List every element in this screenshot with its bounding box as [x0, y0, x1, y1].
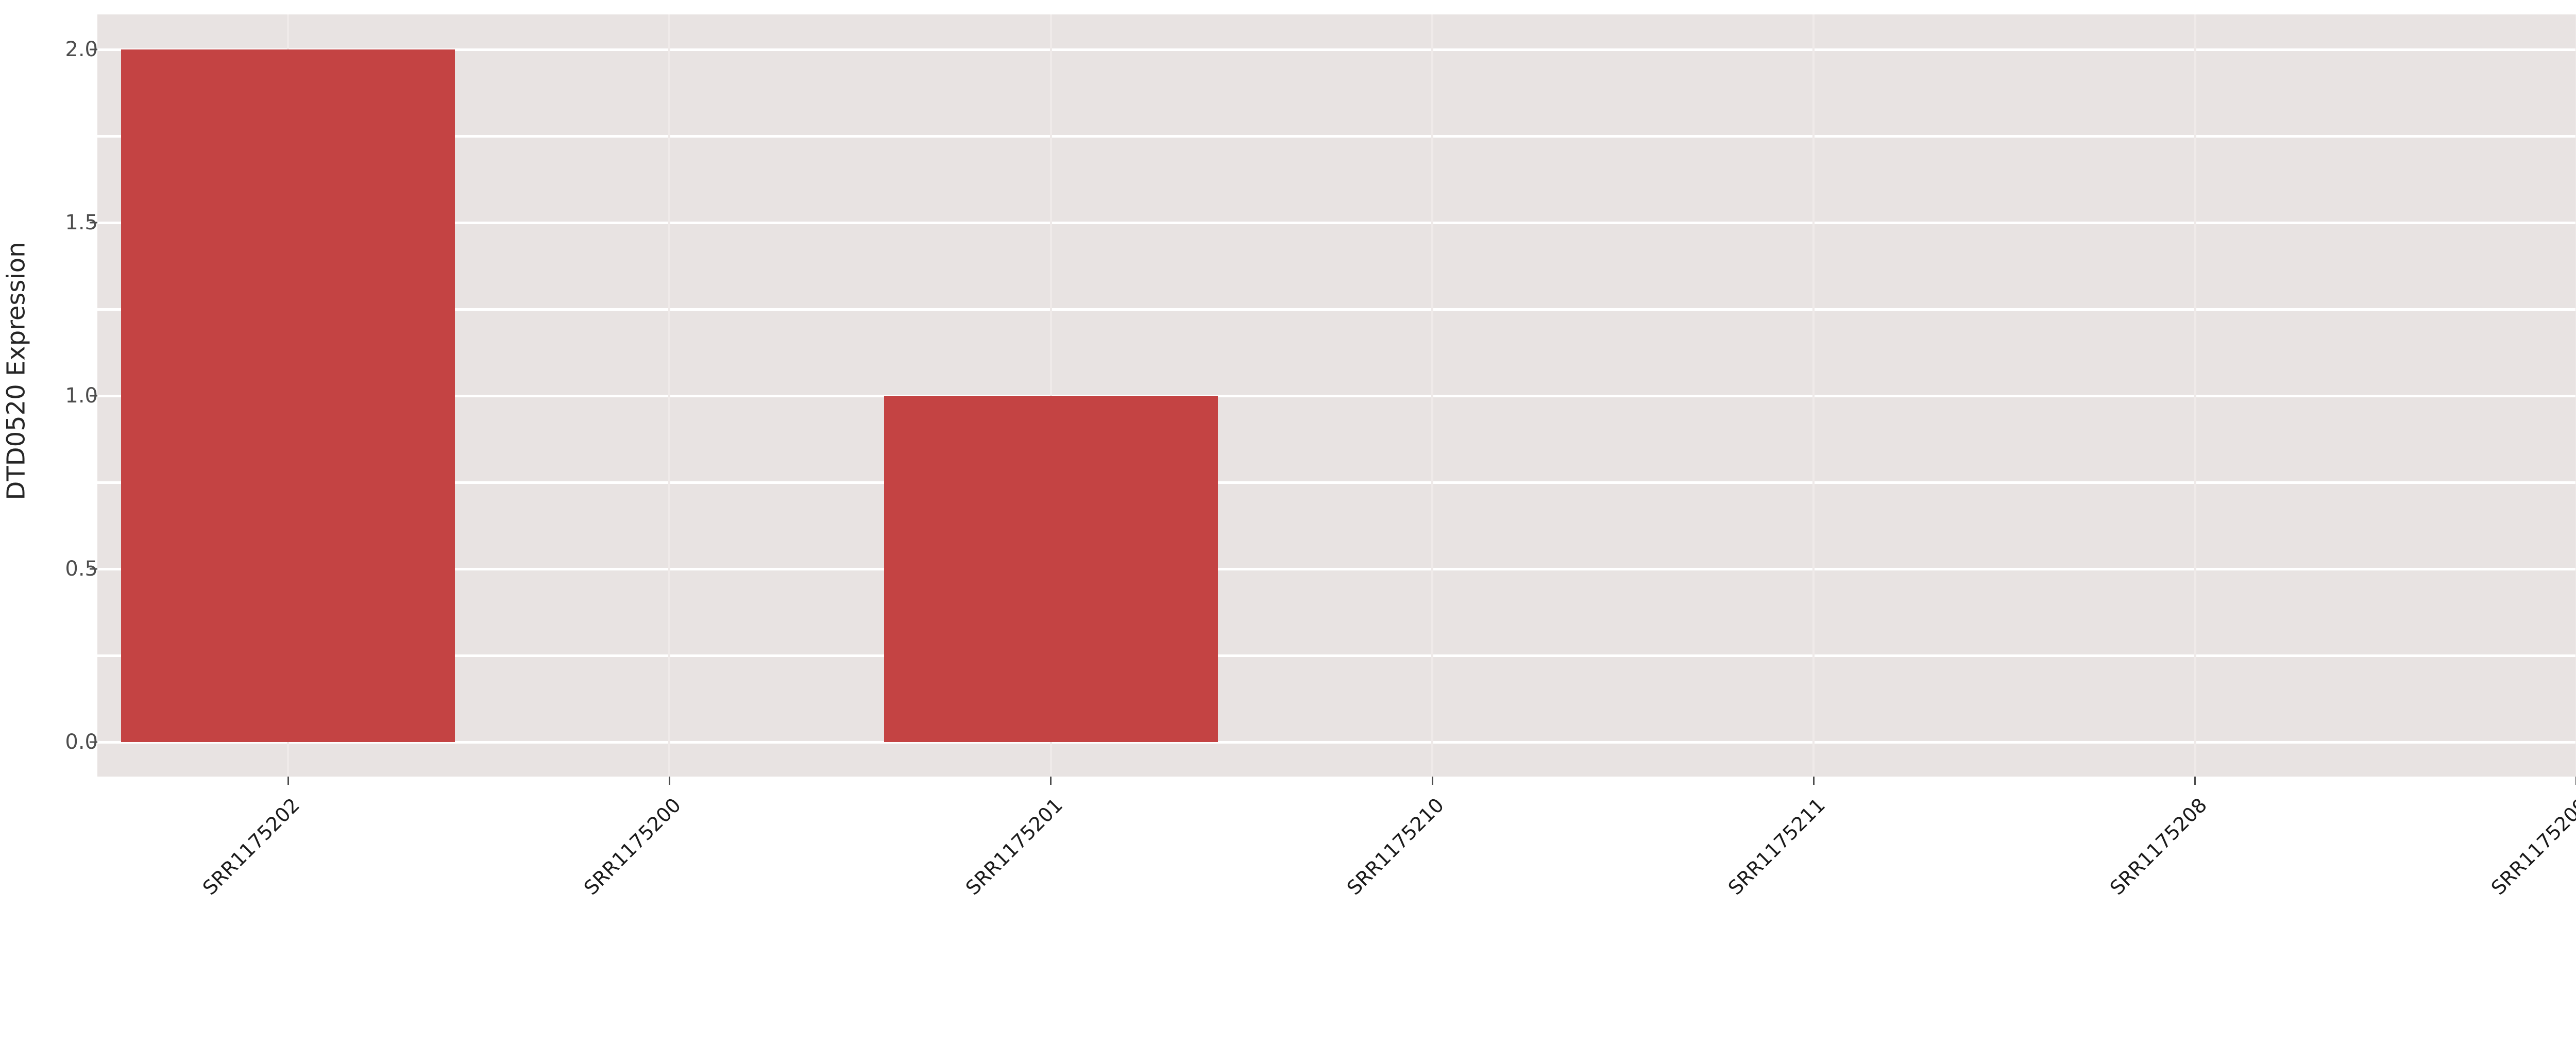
gridline-vertical [2194, 14, 2196, 777]
gridline-horizontal [97, 567, 2576, 570]
gridline-horizontal [97, 308, 2576, 311]
y-tick-mark [90, 568, 97, 570]
plot-area [97, 14, 2576, 777]
gridline-horizontal [97, 741, 2576, 744]
bar[interactable] [884, 396, 1218, 742]
gridline-vertical [1049, 14, 1052, 777]
y-tick-label: 1.0 [65, 384, 98, 408]
gridline-horizontal [97, 481, 2576, 484]
y-tick-mark [90, 48, 97, 51]
gridline-vertical [2575, 14, 2576, 777]
y-tick-label: 0.5 [65, 557, 98, 581]
x-tick-label: SRR1175202 [198, 794, 304, 900]
x-tick-label: SRR1175208 [2105, 794, 2211, 900]
y-axis-title: DTD0520 Expression [0, 0, 33, 742]
gridline-horizontal [97, 654, 2576, 657]
y-axis-title-text: DTD0520 Expression [2, 242, 31, 500]
gridline-vertical [668, 14, 671, 777]
x-tick-mark [1431, 777, 1433, 785]
x-tick-mark [2194, 777, 2196, 785]
y-tick-mark [90, 222, 97, 224]
bar[interactable] [121, 49, 455, 742]
y-tick-label: 2.0 [65, 38, 98, 61]
gridline-horizontal [97, 394, 2576, 397]
x-tick-mark [668, 777, 670, 785]
y-tick-mark [90, 741, 97, 743]
x-tick-mark [1050, 777, 1052, 785]
y-tick-mark [90, 395, 97, 397]
gridline-horizontal [97, 221, 2576, 224]
bar-chart-figure: DTD0520 Expression 0.0 0.5 1.0 1.5 2.0 SRR11… [0, 0, 2576, 900]
y-tick-label: 0.0 [65, 730, 98, 754]
x-tick-mark [1812, 777, 1815, 785]
gridline-vertical [1812, 14, 1815, 777]
x-tick-label: SRR1175209 [2486, 794, 2576, 900]
gridline-horizontal [97, 48, 2576, 51]
x-tick-label: SRR1175211 [1724, 794, 1830, 900]
x-tick-mark [287, 777, 289, 785]
x-tick-label: SRR1175201 [961, 794, 1067, 900]
y-tick-label: 1.5 [65, 211, 98, 234]
gridline-horizontal [97, 134, 2576, 138]
gridline-vertical [1431, 14, 1433, 777]
x-tick-label: SRR1175200 [580, 794, 686, 900]
x-tick-label: SRR1175210 [1342, 794, 1449, 900]
